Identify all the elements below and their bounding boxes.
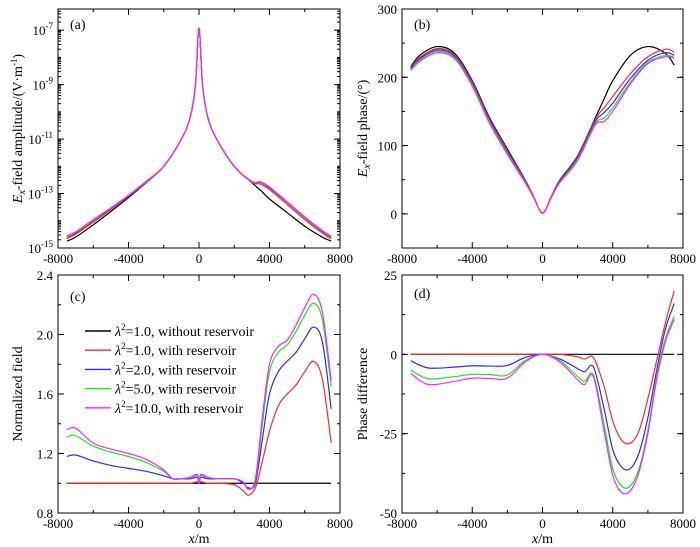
panel-label: (d)	[414, 287, 431, 302]
y-tick-label: 300	[378, 2, 398, 17]
y-tick-label: 2.4	[37, 268, 54, 283]
series-line-red	[410, 290, 675, 445]
legend-entry-black: λ2=1.0, without reservoir	[85, 322, 254, 340]
y-tick-exponent: -9	[46, 76, 54, 86]
x-tick-label: 4000	[257, 516, 283, 531]
y-tick-exponent: -11	[41, 130, 53, 140]
y-axis-title: Normalized field	[11, 346, 26, 441]
x-tick-label: -4000	[113, 251, 143, 266]
legend-label: λ2=1.0, without reservoir	[114, 322, 254, 340]
panel-label: (c)	[70, 290, 86, 305]
x-tick-label: -8000	[387, 516, 417, 531]
series-group	[410, 290, 675, 495]
series-line-magenta	[410, 52, 675, 214]
series-line-magenta	[410, 319, 675, 495]
y-tick-base: 10	[33, 23, 46, 38]
y-tick-label: 25	[384, 268, 397, 283]
legend-entry-magenta: λ2=10.0, with reservoir	[85, 399, 243, 417]
y-tick-label: 10-9	[33, 76, 54, 93]
x-tick-label: -4000	[457, 251, 487, 266]
panel-b: -8000 -4000 0 4000 8000 0 100 200 300 (b) Ex-field…	[356, 2, 696, 266]
x-tick-label: 0	[539, 251, 546, 266]
plot-frame	[401, 274, 684, 514]
legend-label: λ2=1.0, with reservoir	[114, 341, 236, 359]
y-tick-label: 10-13	[28, 185, 53, 202]
x-tick-label: -8000	[387, 251, 417, 266]
y-tick-label: -25	[380, 427, 397, 442]
y-tick-label: 10-11	[28, 130, 53, 147]
y-tick-label: 0.8	[37, 506, 53, 521]
y-tick-label: 1.6	[37, 387, 54, 402]
y-tick-label: 10-15	[28, 239, 53, 256]
series-line-blue	[410, 303, 675, 471]
x-tick-label: 8000	[327, 516, 353, 531]
panel-label: (a)	[70, 18, 86, 33]
y-tick-base: 10	[28, 241, 41, 256]
x-tick-label: 0	[539, 516, 546, 531]
y-tick-label: 200	[378, 70, 398, 85]
y-tick-base: 10	[28, 187, 41, 202]
series-line-green	[410, 316, 675, 489]
series-line-magenta	[66, 27, 332, 237]
legend-entry-red: λ2=1.0, with reservoir	[85, 341, 236, 359]
series-line-black	[410, 45, 675, 214]
y-axis-title: Ex-field phase/(°)	[356, 79, 373, 178]
panel-a: -8000 -4000 0 4000 800010-1510-1310-1110-910…	[9, 8, 353, 266]
x-tick-label: -4000	[457, 516, 487, 531]
y-tick-exponent: -7	[46, 21, 54, 31]
x-tick-label: 4000	[257, 251, 283, 266]
x-tick-label: 8000	[670, 516, 696, 531]
y-tick-exponent: -13	[41, 185, 53, 195]
x-tick-label: 8000	[327, 251, 353, 266]
y-tick-label: 2.0	[37, 328, 53, 343]
y-tick-label: 0	[391, 347, 398, 362]
y-axis-title: Phase difference	[356, 348, 371, 441]
x-tick-label: 8000	[670, 251, 696, 266]
panel-d: -8000 -4000 0 4000 8000 -50 -25 0 25 (d) Phase dif…	[356, 268, 696, 547]
legend-label: λ2=10.0, with reservoir	[114, 399, 243, 417]
series-line-black	[66, 27, 332, 242]
y-tick-base: 10	[28, 132, 41, 147]
x-axis-title: x/m	[531, 532, 553, 547]
series-group	[410, 45, 675, 214]
y-tick-exponent: -15	[41, 239, 53, 249]
x-tick-label: -4000	[113, 516, 143, 531]
legend-label: λ2=2.0, with reservoir	[114, 360, 236, 378]
panel-label: (b)	[414, 18, 431, 33]
series-line-blue	[410, 49, 675, 214]
series-group	[66, 27, 332, 242]
y-axis-title: Ex-field amplitude/(V·m-1)	[9, 54, 28, 205]
x-tick-label: 4000	[600, 516, 626, 531]
legend-entry-green: λ2=5.0, with reservoir	[85, 380, 236, 398]
panel-c: -8000 -4000 0 4000 8000 0.8 1.2 1.6 2.0 2.4 (c) Nor…	[11, 268, 353, 547]
y-tick-label: 10-7	[33, 21, 54, 38]
series-group	[66, 293, 332, 496]
y-tick-label: 1.2	[37, 447, 53, 462]
x-tick-label: 4000	[600, 251, 626, 266]
plot-frame	[401, 8, 684, 249]
y-tick-base: 10	[33, 78, 46, 93]
x-tick-label: 0	[196, 251, 203, 266]
y-tick-label: -50	[380, 506, 397, 521]
legend-entry-blue: λ2=2.0, with reservoir	[85, 360, 236, 378]
series-line-magenta	[66, 293, 332, 490]
series-line-red	[66, 27, 332, 240]
y-tick-label: 100	[378, 139, 398, 154]
x-tick-label: -8000	[43, 251, 73, 266]
series-line-red	[66, 360, 332, 496]
legend-label: λ2=5.0, with reservoir	[114, 380, 236, 398]
x-tick-label: -8000	[43, 516, 73, 531]
x-tick-label: 0	[196, 516, 203, 531]
series-line-green	[410, 50, 675, 214]
x-axis-title: x/m	[188, 532, 210, 547]
y-tick-label: 0	[391, 207, 398, 222]
